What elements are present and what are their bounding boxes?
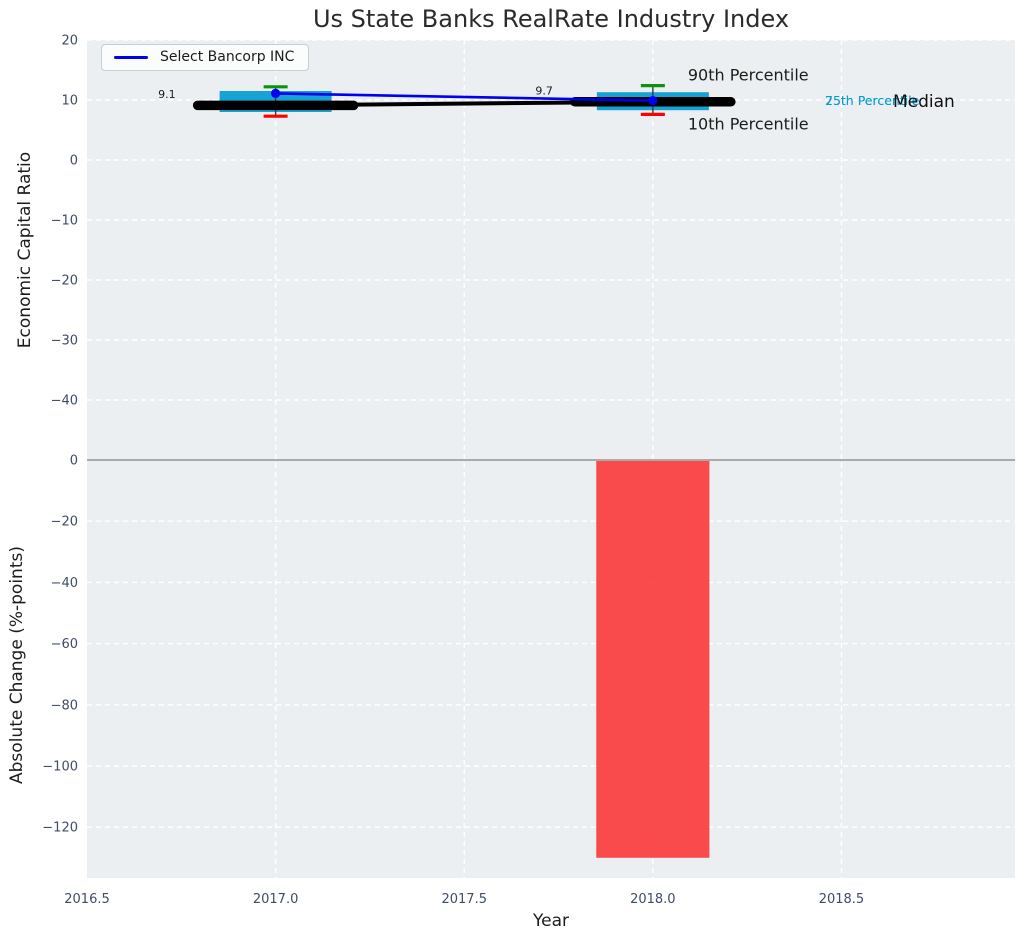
company-line	[275, 92, 653, 102]
y-tick-label-top: −40	[51, 394, 78, 409]
legend: Select Bancorp INC	[101, 44, 310, 71]
y-axis-label-bottom: Absolute Change (%-points)	[7, 546, 27, 784]
y-tick-label-bottom: −80	[51, 698, 78, 713]
y-tick-label-bottom: 0	[70, 454, 78, 469]
y-tick-label-bottom: −40	[51, 576, 78, 591]
y-tick-label-top: −20	[51, 274, 78, 289]
y-tick-label-top: 10	[61, 94, 78, 109]
x-axis-label: Year	[533, 911, 569, 931]
chart-title: Us State Banks RealRate Industry Index	[312, 5, 790, 33]
label-median: Median	[893, 92, 955, 112]
legend-line-swatch	[114, 55, 148, 59]
label-25th-percentile: 25th Percentile	[825, 93, 920, 108]
y-tick-label-bottom: −120	[42, 821, 78, 836]
y-tick-label-top: −10	[51, 214, 78, 229]
median-value-label: 9.1	[158, 88, 176, 101]
label-90th-percentile: 90th Percentile	[688, 66, 809, 85]
y-tick-label-top: 0	[70, 154, 78, 169]
x-tick-label: 2018.0	[630, 892, 676, 907]
change-bar	[596, 460, 710, 858]
median-value-label: 9.7	[535, 84, 553, 97]
y-tick-label-bottom: −60	[51, 637, 78, 652]
label-75th-percentile: 75th Percentile	[825, 93, 920, 108]
y-tick-label-top: −30	[51, 334, 78, 349]
y-tick-label-bottom: −100	[42, 760, 78, 775]
y-tick-label-top: 20	[61, 34, 78, 49]
x-tick-label: 2017.0	[253, 892, 299, 907]
y-tick-label-bottom: −20	[51, 515, 78, 530]
label-10th-percentile: 10th Percentile	[688, 114, 809, 133]
company-marker	[648, 96, 658, 106]
x-tick-label: 2017.5	[441, 892, 487, 907]
legend-label: Select Bancorp INC	[160, 49, 295, 65]
x-tick-label: 2016.5	[64, 892, 110, 907]
company-marker	[271, 88, 281, 98]
y-axis-label-top: Economic Capital Ratio	[15, 151, 35, 349]
x-tick-label: 2018.5	[819, 892, 865, 907]
